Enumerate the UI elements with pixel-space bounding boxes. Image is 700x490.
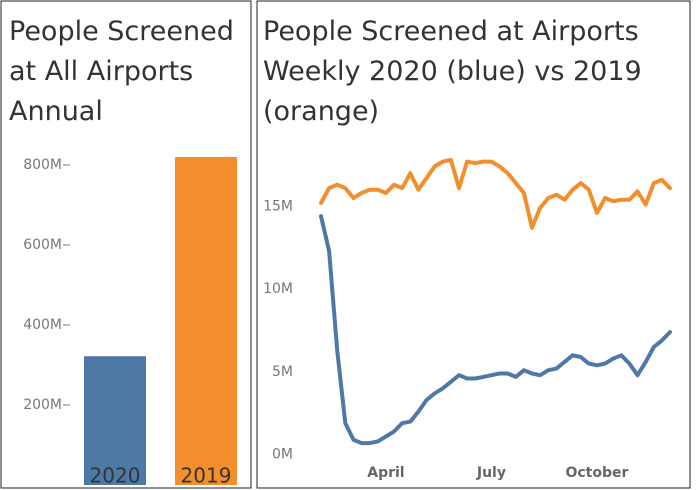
- chart-title: People Screened at Airports Weekly 2020 …: [263, 16, 642, 127]
- y-tick-label: 5M: [272, 364, 293, 380]
- x-tick-label: July: [476, 465, 506, 481]
- bar: [175, 157, 237, 485]
- bar: [84, 356, 146, 485]
- x-tick-label: April: [367, 465, 404, 481]
- x-tick-label: October: [565, 465, 628, 481]
- y-tick-label: 0M: [272, 447, 293, 463]
- series-line: [319, 157, 672, 230]
- x-tick-label: 2019: [181, 464, 232, 488]
- panel-border: [0, 0, 252, 489]
- y-tick-label: 600M: [23, 237, 62, 253]
- series-line: [319, 214, 672, 446]
- y-tick-label: 400M: [23, 317, 62, 333]
- y-tick-label: 15M: [263, 198, 293, 214]
- panel-border: [256, 0, 691, 489]
- y-tick-label: 10M: [263, 281, 293, 297]
- y-tick-label: 200M: [23, 397, 62, 413]
- chart-title: People Screened at All Airports Annual: [9, 16, 234, 127]
- x-tick-label: 2020: [90, 464, 141, 488]
- y-tick-label: 800M: [23, 157, 62, 173]
